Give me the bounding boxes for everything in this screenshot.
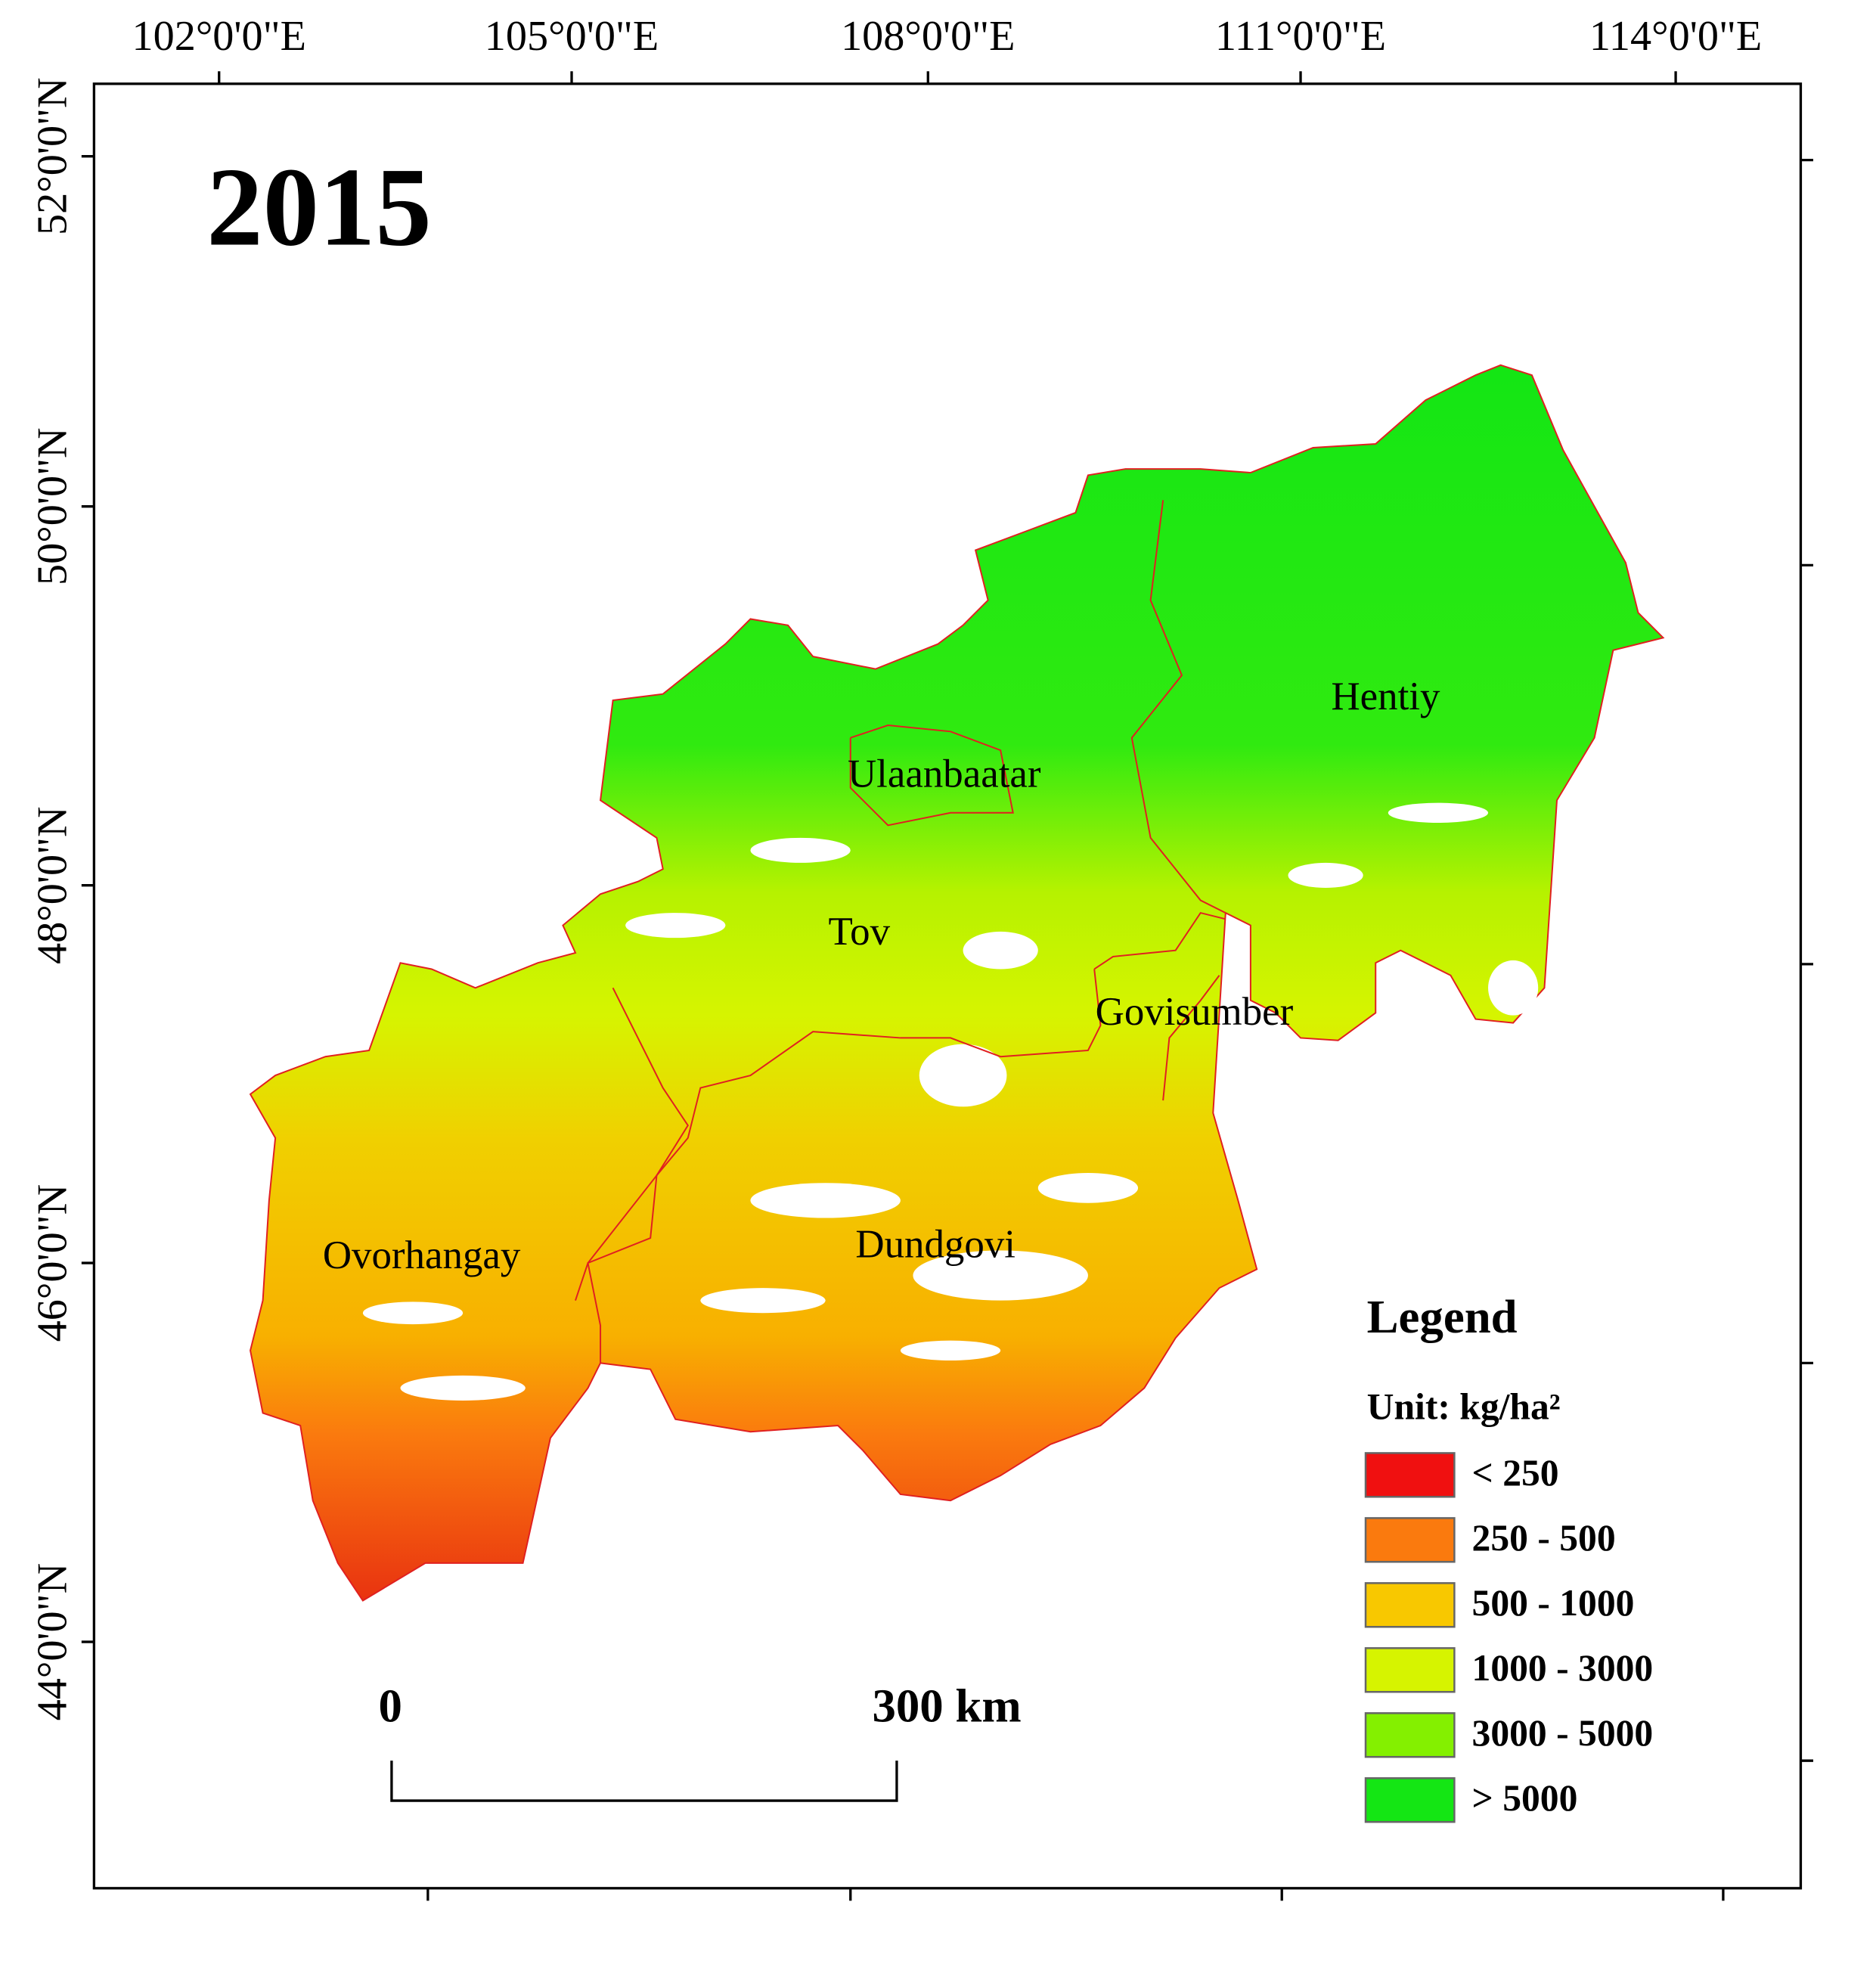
scale-line — [390, 1761, 898, 1802]
legend-label: > 5000 — [1472, 1777, 1578, 1819]
map-title: 2015 — [206, 145, 432, 270]
legend-title: Legend — [1367, 1290, 1518, 1343]
region-label: Tov — [829, 910, 891, 954]
region-borders — [575, 500, 1226, 1364]
legend-label: < 250 — [1472, 1452, 1559, 1494]
legend-label: 500 - 1000 — [1472, 1582, 1635, 1624]
longitude-label: 114°0'0"E — [1589, 13, 1762, 60]
region-label: Hentiy — [1331, 675, 1440, 718]
latitude-label: 52°0'0"N — [29, 77, 76, 235]
region-label: Govisumber — [1096, 990, 1294, 1034]
legend-swatch — [1364, 1582, 1456, 1628]
latitude-label: 44°0'0"N — [29, 1563, 76, 1721]
legend-swatch — [1364, 1777, 1456, 1823]
graticule-ticks: 102°0'0"E 105°0'0"E 108°0'0"E 111°0'0"E 114°… — [29, 13, 1813, 1901]
longitude-label: 102°0'0"E — [132, 13, 306, 60]
scale-end: 300 km — [872, 1679, 1021, 1732]
map-frame — [92, 82, 1803, 1890]
legend-label: 250 - 500 — [1472, 1517, 1616, 1559]
legend: Legend Unit: kg/ha² < 250 250 - 500 500 - … — [1364, 1290, 1654, 1823]
legend-swatch — [1364, 1712, 1456, 1758]
region-label: Ovorhangay — [323, 1233, 521, 1277]
longitude-label: 111°0'0"E — [1215, 13, 1386, 60]
study-area — [249, 364, 1665, 1602]
latitude-label: 46°0'0"N — [29, 1184, 76, 1342]
region-label: Ulaanbaatar — [848, 752, 1041, 796]
no-data-patches — [362, 802, 1539, 1401]
latitude-label: 50°0'0"N — [29, 427, 76, 585]
scale-bar: 0 300 km — [379, 1679, 1022, 1802]
legend-swatch — [1364, 1452, 1456, 1498]
legend-swatch — [1364, 1517, 1456, 1563]
region-label: Dundgovi — [855, 1222, 1016, 1266]
legend-label: 3000 - 5000 — [1472, 1712, 1654, 1754]
scale-start: 0 — [379, 1679, 402, 1732]
legend-unit: Unit: kg/ha² — [1367, 1386, 1561, 1428]
latitude-label: 48°0'0"N — [29, 806, 76, 964]
region-labels: Hentiy Ulaanbaatar Tov Govisumber Dundgovi Ov… — [323, 675, 1440, 1277]
legend-swatch — [1364, 1647, 1456, 1693]
legend-label: 1000 - 3000 — [1472, 1647, 1654, 1689]
longitude-label: 108°0'0"E — [841, 13, 1015, 60]
longitude-label: 105°0'0"E — [485, 13, 659, 60]
